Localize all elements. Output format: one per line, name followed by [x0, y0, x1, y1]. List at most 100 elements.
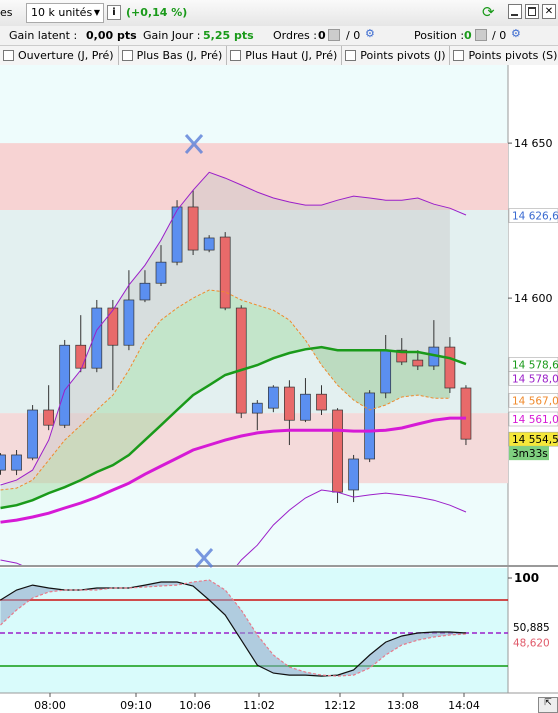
refresh-icon[interactable]: ⟳	[482, 3, 495, 21]
gear-icon[interactable]: ⚙	[365, 27, 375, 40]
candle-body	[43, 409, 55, 426]
x-marker	[184, 134, 204, 154]
oscillator-tag: 50,885	[513, 622, 550, 634]
candle-body	[107, 307, 119, 346]
indicator-line	[0, 289, 450, 491]
band-fill	[0, 172, 450, 490]
y-tick-label: 14 650	[514, 137, 553, 150]
checkbox[interactable]: Plus Bas (J, Pré)	[119, 46, 228, 65]
candle-body	[300, 393, 311, 421]
checkbox-label: Ouverture (J, Pré)	[18, 49, 114, 62]
toolbar: es 10 k unités ▼ i (+0,14 %) ⟳ ✕	[0, 0, 558, 27]
candle-body	[380, 349, 392, 394]
candle-body	[11, 454, 22, 471]
candle-body	[75, 344, 87, 369]
quantity: 10 k unités	[31, 6, 93, 19]
position-icon[interactable]	[475, 29, 487, 41]
price-tag-label: 14 554,5	[512, 434, 558, 446]
ordres-icon[interactable]	[328, 29, 340, 41]
close[interactable]: ✕	[542, 4, 556, 19]
indicator-line	[0, 489, 467, 565]
maximize[interactable]	[525, 4, 539, 19]
checkbox-label: Points pivots (S)	[468, 49, 558, 62]
candle-body	[460, 387, 472, 440]
minimize[interactable]	[508, 4, 522, 19]
position: 0	[464, 29, 472, 42]
checkbox[interactable]: Points pivots (J)	[342, 46, 451, 65]
candle-body	[123, 299, 135, 346]
x-tick-label: 13:08	[387, 699, 419, 712]
gear-icon[interactable]: ⚙	[511, 27, 521, 40]
gain-jour-label: Gain Jour :	[143, 29, 201, 42]
ordres: 0	[318, 29, 326, 42]
candle-body	[155, 261, 167, 284]
candle-body	[251, 402, 263, 414]
checkbox[interactable]: Ouverture (J, Pré)	[0, 46, 119, 65]
change: (+0,14 %)	[126, 6, 188, 19]
checkbox[interactable]: Plus Haut (J, Pré)	[227, 46, 343, 65]
candle-body	[171, 206, 183, 263]
pivot-zone	[0, 413, 508, 484]
candle-body	[219, 236, 231, 309]
indicator-line	[0, 345, 467, 510]
info-button[interactable]: i	[107, 5, 121, 20]
quantity-dropdown[interactable]: 10 k unités ▼	[26, 3, 104, 23]
gain-jour: 5,25 pts	[203, 29, 254, 42]
price-tag	[508, 371, 558, 386]
gain-latent: 0,00 pts	[86, 29, 137, 42]
candle-body	[364, 392, 375, 460]
price-tag-label: 14 561,0	[512, 414, 558, 426]
cut-label: es	[0, 6, 13, 19]
candle-body	[59, 344, 71, 426]
x-tick-label: 10:06	[179, 699, 211, 712]
candle-body	[348, 458, 359, 491]
x-marker	[194, 548, 214, 568]
position-label: Position :	[414, 29, 465, 42]
x-tick-label: 09:10	[120, 699, 152, 712]
checkbox-label: Points pivots (J)	[360, 49, 446, 62]
candle-body	[444, 346, 456, 389]
candle-body	[332, 409, 343, 493]
band-fill	[0, 290, 450, 508]
indicator-line	[0, 416, 466, 524]
position-total: / 0	[492, 29, 507, 42]
x-tick-label: 11:02	[243, 699, 275, 712]
x-tick-label: 12:12	[324, 699, 356, 712]
gain-latent-label: Gain latent :	[9, 29, 78, 42]
candle-body	[139, 282, 151, 301]
candle-body	[235, 307, 247, 414]
candle-body	[268, 386, 279, 409]
candle-body	[284, 386, 295, 421]
price-tag-label: 14 567,0	[512, 395, 558, 407]
ordres-total: / 0	[346, 29, 361, 42]
x-tick-label: 14:04	[448, 699, 480, 712]
status-bar: Gain latent : 0,00 pts Gain Jour : 5,25 …	[0, 26, 558, 46]
y-tick-label: 100	[514, 571, 539, 585]
pivot-zone	[0, 143, 508, 211]
candle-body	[316, 393, 327, 411]
scroll-button[interactable]: ⇱	[538, 697, 558, 713]
candle-body	[91, 307, 103, 369]
axis-background	[508, 65, 558, 713]
checkbox[interactable]: Points pivots (S)	[450, 46, 558, 65]
countdown-box	[509, 446, 549, 461]
price-tag-label: 14 578,0	[512, 373, 558, 385]
checkbox-label: Plus Haut (J, Pré)	[245, 49, 338, 62]
price-tag	[508, 393, 558, 408]
oscillator-fill	[0, 579, 466, 677]
candle-body	[187, 206, 199, 251]
indicator-checkboxes: Ouverture (J, Pré) Plus Bas (J, Pré) Plus …	[0, 46, 558, 66]
price-tag-label: 14 578,6	[512, 359, 558, 371]
indicator-line	[0, 171, 467, 486]
ordres-label: Ordres :	[273, 29, 317, 42]
pivot-zone	[0, 210, 508, 414]
indicator-line	[0, 579, 467, 677]
price-tag	[508, 411, 558, 427]
candle-body	[203, 237, 215, 251]
x-tick-label: 08:00	[34, 699, 66, 712]
indicator-line	[0, 581, 467, 677]
oscillator-tag: 48,620	[513, 637, 550, 649]
candle-body	[0, 454, 6, 471]
chart: 14 600 14 650 14 626,6 14 578,6 14 578,0 14 5…	[0, 65, 558, 713]
